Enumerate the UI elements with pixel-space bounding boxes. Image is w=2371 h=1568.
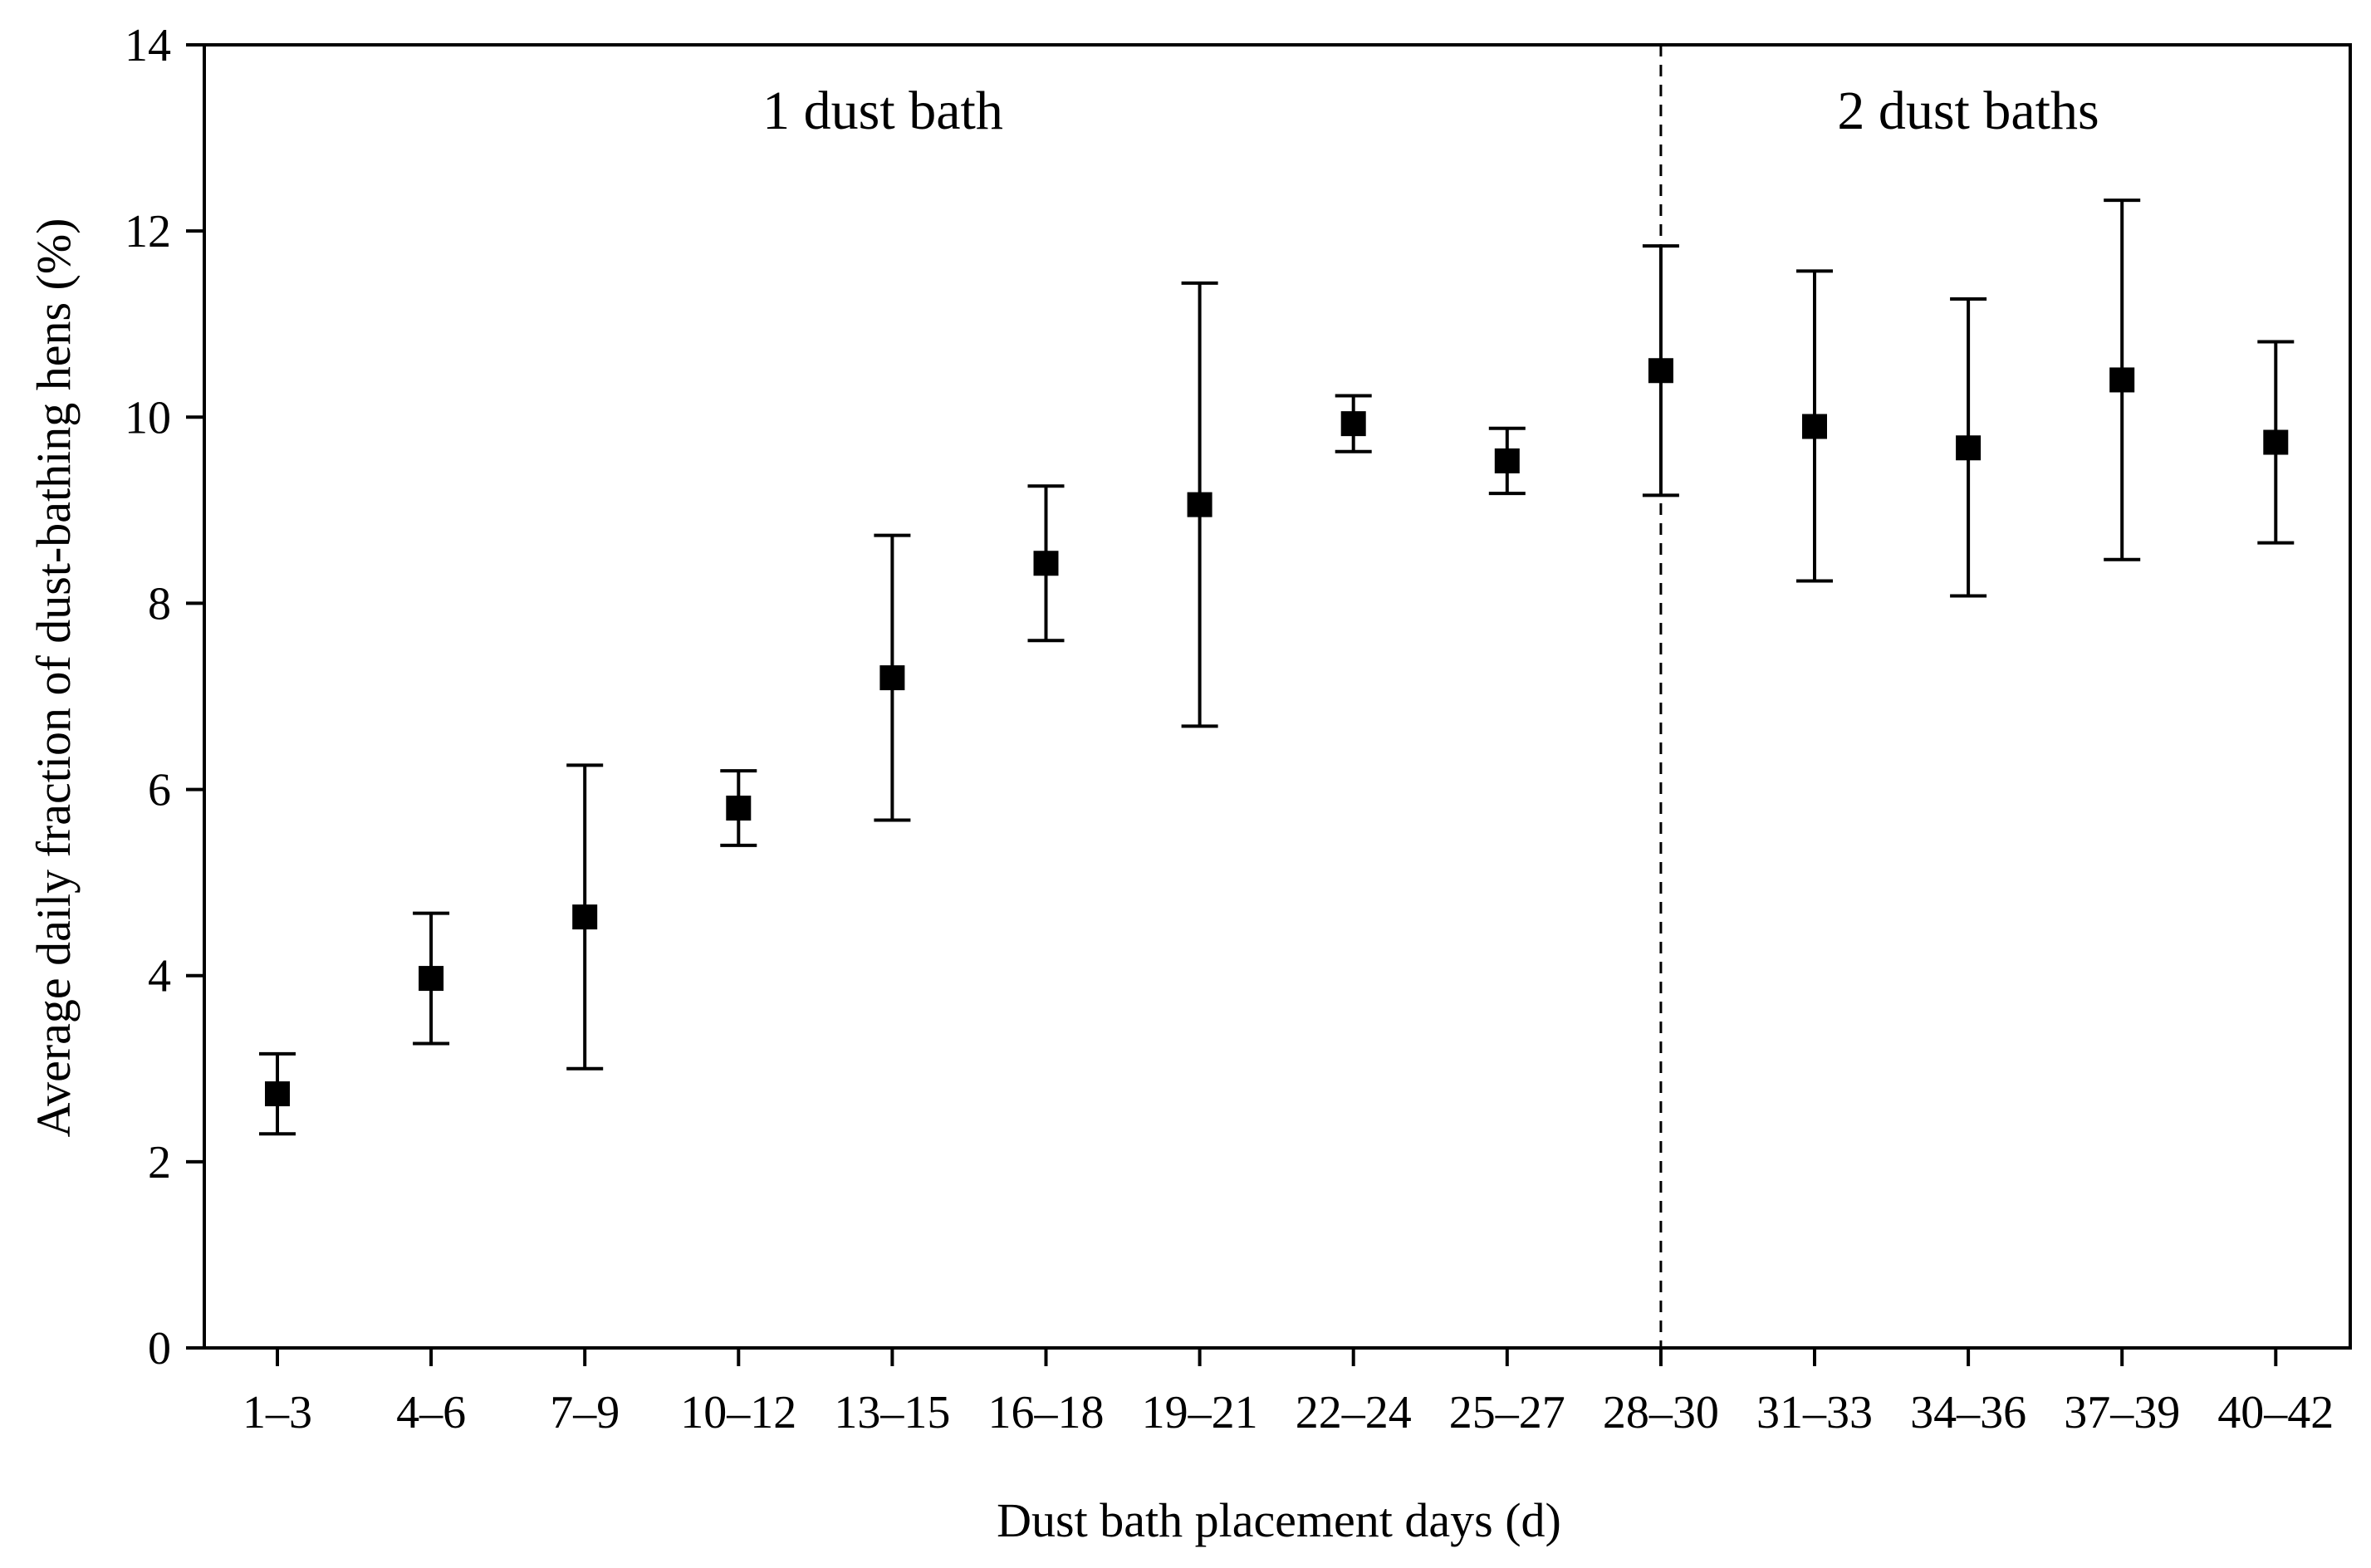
data-point <box>1648 358 1673 384</box>
x-tick-label: 28–30 <box>1603 1387 1719 1438</box>
x-tick-label: 1–3 <box>242 1387 312 1438</box>
x-tick-label: 31–33 <box>1756 1387 1873 1438</box>
y-axis-ticks: 0 2 4 6 8 10 12 14 <box>125 20 204 1374</box>
y-tick-label: 14 <box>125 20 171 71</box>
y-tick-label: 8 <box>148 578 171 630</box>
data-point <box>1187 492 1212 517</box>
error-bars <box>259 198 2295 1136</box>
data-point <box>879 665 905 691</box>
data-point <box>572 904 598 930</box>
data-point <box>1340 411 1366 437</box>
y-tick-label: 4 <box>148 951 171 1002</box>
x-tick-label: 7–9 <box>550 1387 620 1438</box>
annotation-one-dust-bath: 1 dust bath <box>762 81 1003 141</box>
x-tick-label: 34–36 <box>1910 1387 2026 1438</box>
y-axis-title: Average daily fraction of dust-bathing h… <box>27 218 81 1138</box>
data-point <box>2109 367 2135 393</box>
annotation-two-dust-baths: 2 dust baths <box>1837 81 2099 141</box>
data-point <box>1033 551 1059 576</box>
x-tick-label: 40–42 <box>2217 1387 2334 1438</box>
x-tick-label: 37–39 <box>2064 1387 2180 1438</box>
y-tick-label: 2 <box>148 1137 171 1188</box>
data-point <box>419 966 444 992</box>
data-point <box>726 795 752 821</box>
x-tick-label: 16–18 <box>988 1387 1105 1438</box>
x-tick-label: 10–12 <box>680 1387 796 1438</box>
data-point <box>1802 414 1827 439</box>
data-point <box>2263 429 2289 455</box>
data-point <box>1956 435 1982 461</box>
data-point <box>265 1081 290 1107</box>
x-tick-label: 25–27 <box>1449 1387 1565 1438</box>
x-tick-label: 19–21 <box>1142 1387 1258 1438</box>
x-axis-title: Dust bath placement days (d) <box>997 1493 1561 1547</box>
y-tick-label: 12 <box>125 206 171 257</box>
x-tick-label: 4–6 <box>396 1387 466 1438</box>
x-axis-ticks: 1–3 4–6 7–9 10–12 13–15 16–18 19–21 22–24 25–27 2… <box>242 1348 2334 1438</box>
axes <box>203 43 2352 1350</box>
data-points <box>265 358 2289 1107</box>
y-tick-label: 6 <box>148 765 171 816</box>
data-point <box>1494 448 1520 473</box>
y-tick-label: 10 <box>125 392 171 443</box>
x-tick-label: 13–15 <box>834 1387 950 1438</box>
plot-frame <box>203 43 2352 1350</box>
y-tick-label: 0 <box>148 1323 171 1374</box>
x-tick-label: 22–24 <box>1296 1387 1412 1438</box>
